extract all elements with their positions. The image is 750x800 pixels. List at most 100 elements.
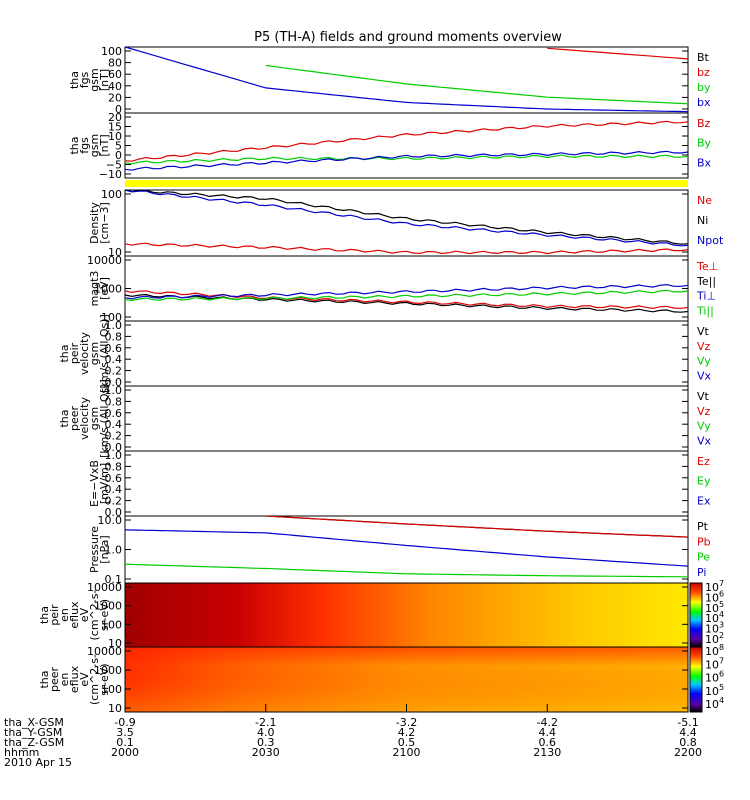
y-tick-label: 1.0 [105, 384, 123, 397]
legend-label: Pt [697, 520, 709, 533]
y-tick-label: 100 [101, 45, 122, 58]
colorbar [689, 646, 703, 713]
legend-label: Vy [697, 355, 711, 368]
panel-peir-vel: 1.00.80.60.40.20.0 thapeirvelocitygsm[km/… [58, 314, 712, 393]
y-axis-label: sr-eV) [98, 599, 111, 631]
legend-label: bz [697, 66, 710, 79]
y-axis-label: en [58, 608, 71, 622]
footer-row-label: tha_Z-GSM [4, 736, 64, 749]
footer-value: -3.2 [396, 716, 417, 729]
legend-label: Vx [697, 369, 712, 382]
footer-value: -4.2 [537, 716, 558, 729]
y-axis-label: peir [68, 342, 81, 364]
y-tick-label: 10000 [87, 581, 122, 594]
y-tick-label: 5 [115, 140, 122, 153]
y-axis-label: eflux [68, 665, 81, 693]
y-axis-label: gsm [88, 68, 101, 91]
y-axis-label: [eV] [98, 277, 111, 300]
y-axis-label: eflux [68, 601, 81, 629]
panel-peer-vel: 1.00.80.60.40.20.0thapeervelocitygsm[km/… [58, 379, 712, 458]
y-tick-label: 20 [108, 111, 122, 124]
colorbar-label: 106 [705, 589, 724, 604]
footer-value: 2200 [674, 746, 702, 759]
colorbar-label: 106 [705, 670, 724, 685]
y-tick-label: 15 [108, 121, 122, 134]
y-tick-label: 1000 [94, 283, 122, 296]
colorbar-label: 104 [705, 696, 724, 711]
panel-peer-spec: 10000 1000 100 10 thapeerenefluxeV(cm^2-s-sr… [38, 643, 724, 715]
y-axis-label: fgs [78, 137, 91, 154]
y-tick-label: 0.4 [105, 418, 123, 431]
y-tick-label: 10000 [87, 254, 122, 267]
y-axis-label: sr-eV) [98, 663, 111, 695]
legend-label: Vt [697, 325, 710, 338]
y-tick-label: 0.8 [105, 395, 123, 408]
y-tick-label: 0.8 [105, 460, 123, 473]
footer-value: 4.0 [257, 726, 275, 739]
colorbar-label: 108 [705, 643, 724, 658]
y-axis-label: tha [58, 344, 71, 362]
y-axis-label: [cm−3] [98, 202, 111, 244]
y-tick-label: 100 [101, 188, 122, 201]
colorbar [689, 582, 703, 648]
y-axis-label: gsm [88, 134, 101, 157]
legend-label: Ez [697, 455, 710, 468]
legend-label: Ex [697, 494, 711, 507]
y-axis-label: peer [48, 667, 61, 693]
y-tick-label: 20 [108, 91, 122, 104]
y-axis-label: tha [58, 409, 71, 427]
panel-frame [124, 515, 689, 584]
y-axis-label: tha [38, 670, 51, 688]
y-axis-label: magt3 [88, 271, 101, 307]
y-axis-label: [nT] [98, 134, 111, 156]
y-tick-label: 0.2 [105, 365, 123, 378]
footer-value: 3.5 [116, 726, 134, 739]
y-tick-label: −10 [99, 168, 122, 181]
footer-value: -5.1 [677, 716, 698, 729]
footer-value: 0.3 [257, 736, 275, 749]
y-tick-label: 0 [115, 103, 122, 116]
series-line-ti [125, 289, 688, 302]
series-group [125, 47, 688, 113]
y-axis-label: velocity [78, 332, 91, 375]
y-tick-label: 10 [108, 702, 122, 715]
y-axis-label: tha [38, 606, 51, 624]
y-tick-label: 80 [108, 57, 122, 70]
footer-value: 0.8 [679, 736, 697, 749]
colorbar-label: 104 [705, 610, 724, 625]
footer-value: 2030 [252, 746, 280, 759]
panel-efield: 1.00.80.60.40.20.0 E=−VxB[mV/m] Ez Ey Ex [88, 449, 711, 519]
colorbar-label: 105 [705, 600, 724, 615]
series-line-pi [125, 529, 688, 567]
y-tick-label: 0.2 [105, 495, 123, 508]
y-tick-label: 1.0 [105, 319, 123, 332]
colorbar-label: 102 [705, 631, 724, 646]
y-axis-label: peer [68, 406, 81, 432]
y-tick-label: 0.0 [105, 376, 123, 389]
quality-flag-bar [125, 180, 688, 187]
series-group [125, 516, 688, 578]
series-line-bz [547, 47, 688, 60]
colorbar-label: 107 [705, 656, 724, 671]
footer-value: 0.6 [539, 736, 557, 749]
panel-frame [124, 320, 689, 387]
legend-label: Pi [697, 566, 706, 579]
y-axis-label: velocity [78, 397, 91, 440]
y-axis-label: tha [68, 136, 81, 154]
y-axis-label: (cm^2-s- [88, 654, 101, 705]
footer-value: 4.4 [679, 726, 697, 739]
y-axis-label: Density [88, 202, 101, 244]
series-line-bx [125, 150, 688, 171]
panel-frame [124, 255, 689, 322]
series-line-ni [125, 190, 688, 245]
legend-label: Te⊥ [696, 260, 718, 273]
y-tick-label: 100 [101, 311, 122, 324]
plot-title: P5 (TH-A) fields and ground moments over… [254, 30, 562, 45]
footer-value: -0.9 [114, 716, 135, 729]
footer-value: 2000 [111, 746, 139, 759]
y-tick-label: 10000 [87, 645, 122, 658]
legend-label: Vz [697, 340, 711, 353]
y-tick-label: 40 [108, 80, 122, 93]
